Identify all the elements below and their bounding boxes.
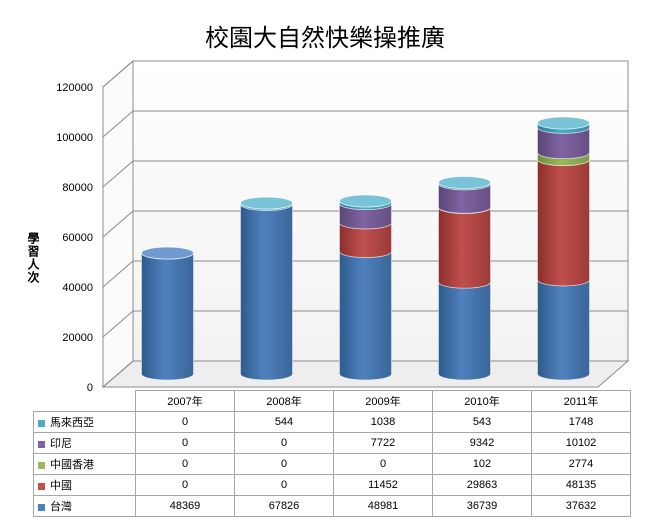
data-label: 48981 xyxy=(333,495,433,517)
x-tick-label: 2010年 xyxy=(432,390,532,412)
data-label: 0 xyxy=(333,453,433,475)
data-label: 36739 xyxy=(432,495,532,517)
data-label: 0 xyxy=(135,474,235,496)
legend-entry: 台灣 xyxy=(33,495,136,517)
bar-segment xyxy=(240,204,293,381)
legend-entry: 中國 xyxy=(33,474,136,496)
x-tick-label: 2011年 xyxy=(531,390,631,412)
bar-cap xyxy=(141,246,194,260)
bar-segment xyxy=(141,252,194,381)
legend-swatch xyxy=(38,503,45,511)
data-label: 0 xyxy=(135,432,235,454)
bar-segment xyxy=(339,251,392,381)
data-label: 0 xyxy=(234,453,334,475)
data-label: 7722 xyxy=(333,432,433,454)
data-label: 1748 xyxy=(531,411,631,433)
stacked-bar-chart: 0 20000 40000 60000 80000 100000 120000 xyxy=(56,59,630,394)
bar-cap xyxy=(438,176,491,189)
gridline xyxy=(102,60,628,88)
gridline xyxy=(102,110,628,138)
table-row: 中國香港 0 0 0 102 2774 xyxy=(33,453,631,475)
y-tick-label: 120000 xyxy=(56,82,93,94)
legend-label: 印尼 xyxy=(50,438,72,450)
data-label: 0 xyxy=(234,474,334,496)
legend-entry: 馬來西亞 xyxy=(33,411,136,433)
legend-swatch xyxy=(38,440,45,448)
table-row: 馬來西亞 0 544 1038 543 1748 xyxy=(33,411,631,433)
x-tick-label: 2007年 xyxy=(135,390,235,412)
data-label: 2774 xyxy=(531,453,631,475)
data-label: 102 xyxy=(432,453,532,475)
data-label: 48135 xyxy=(531,474,631,496)
table-row: 中國 0 0 11452 29863 48135 xyxy=(33,474,631,496)
y-tick-label: 60000 xyxy=(62,232,93,244)
bar-segment xyxy=(438,207,491,289)
y-tick-label: 0 xyxy=(87,382,93,394)
data-label: 48369 xyxy=(135,495,235,517)
bar-cap xyxy=(537,116,590,130)
data-label: 10102 xyxy=(531,432,631,454)
bar-cap xyxy=(339,194,392,208)
data-label: 0 xyxy=(135,411,235,433)
legend-label: 中國香港 xyxy=(50,459,94,471)
y-axis-label: 學習人次 xyxy=(26,232,40,284)
chart-title: 校園大自然快樂操推廣 xyxy=(205,24,445,52)
legend-swatch xyxy=(38,419,45,427)
table-corner xyxy=(34,391,136,412)
data-label: 0 xyxy=(135,453,235,475)
legend-label: 馬來西亞 xyxy=(50,417,94,429)
legend-entry: 中國香港 xyxy=(33,453,136,475)
data-label: 29863 xyxy=(432,474,532,496)
data-label: 1038 xyxy=(333,411,433,433)
data-label: 9342 xyxy=(432,432,532,454)
gridline xyxy=(102,160,628,188)
x-tick-label: 2009年 xyxy=(333,390,433,412)
legend-entry: 印尼 xyxy=(33,432,136,454)
data-label: 11452 xyxy=(333,474,433,496)
data-label: 37632 xyxy=(531,495,631,517)
legend-label: 中國 xyxy=(50,480,72,492)
y-tick-label: 40000 xyxy=(62,282,93,294)
data-label: 0 xyxy=(234,432,334,454)
data-label: 544 xyxy=(234,411,334,433)
y-tick-label: 80000 xyxy=(62,182,93,194)
bar-cap xyxy=(240,196,293,210)
bar-segment xyxy=(438,282,491,381)
legend-swatch xyxy=(38,482,45,490)
table-row: 印尼 0 0 7722 9342 10102 xyxy=(33,432,631,454)
bar-segment xyxy=(537,159,590,287)
legend-swatch xyxy=(38,461,45,469)
data-label: 67826 xyxy=(234,495,334,517)
x-tick-label: 2008年 xyxy=(234,390,334,412)
bar-segment xyxy=(537,279,590,381)
data-label: 543 xyxy=(432,411,532,433)
legend-label: 台灣 xyxy=(50,501,72,513)
y-tick-label: 100000 xyxy=(56,132,93,144)
table-row: 台灣 48369 67826 48981 36739 37632 xyxy=(33,495,631,517)
chart-bars xyxy=(141,116,590,381)
data-table: 2007年 2008年 2009年 2010年 2011年 馬來西亞 0 544 1038 543… xyxy=(33,390,631,517)
y-tick-label: 20000 xyxy=(62,332,93,344)
